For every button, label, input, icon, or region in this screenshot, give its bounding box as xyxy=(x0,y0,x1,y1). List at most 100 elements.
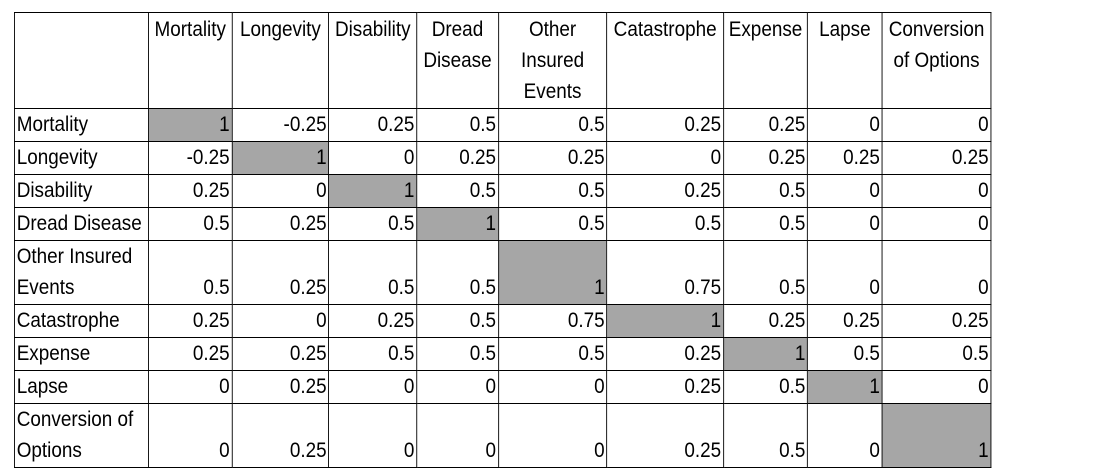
table-row: Expense 0.25 0.25 0.5 0.5 0.5 0.25 1 0.5… xyxy=(14,337,992,371)
table-cell: 0 xyxy=(807,403,883,468)
row-header: Mortality xyxy=(14,108,149,142)
table-cell: 0.25 xyxy=(416,141,499,175)
table-cell: 0 xyxy=(881,108,992,142)
table-cell: 0.25 xyxy=(807,141,883,175)
table-cell: 0.25 xyxy=(148,337,233,371)
table-cell: 0.25 xyxy=(722,304,809,338)
row-header: Expense xyxy=(14,337,149,371)
table-cell: 0.5 xyxy=(416,337,499,371)
table-row: Other Insured Events 0.5 0.25 0.5 0.5 1 … xyxy=(14,240,992,305)
table-cell: -0.25 xyxy=(148,141,233,175)
table-cell: 0.25 xyxy=(606,174,724,208)
column-header: Conversion of Options xyxy=(881,12,992,109)
table-cell: 0.5 xyxy=(148,207,233,241)
column-header: Mortality xyxy=(148,12,233,109)
table-cell: 0 xyxy=(807,174,883,208)
table-cell: 0.25 xyxy=(722,141,809,175)
table-cell: 1 xyxy=(881,403,992,468)
corner-cell xyxy=(14,12,149,109)
table-cell: 0.25 xyxy=(881,304,992,338)
row-header: Catastrophe xyxy=(14,304,149,338)
table-cell: 0.25 xyxy=(231,337,330,371)
row-header: Other Insured Events xyxy=(14,240,149,305)
table-cell: 0 xyxy=(328,370,418,404)
table-cell: 0 xyxy=(881,174,992,208)
table-cell: 0.5 xyxy=(328,240,418,305)
column-header: Longevity xyxy=(231,12,330,109)
table-cell: 0.75 xyxy=(497,304,608,338)
row-header: Lapse xyxy=(14,370,149,404)
table-cell: 0.5 xyxy=(497,207,608,241)
table-cell: 0 xyxy=(807,207,883,241)
table-cell: 0.5 xyxy=(328,207,418,241)
table-cell: 0 xyxy=(148,370,233,404)
column-header: Disability xyxy=(328,12,418,109)
table-cell: 1 xyxy=(722,337,809,371)
table-cell: 0.25 xyxy=(328,304,418,338)
table-cell: 0.25 xyxy=(148,174,233,208)
table-row: Disability 0.25 0 1 0.5 0.5 0.25 0.5 0 0 xyxy=(14,174,992,208)
table-cell: 0.5 xyxy=(807,337,883,371)
table-cell: 0.25 xyxy=(231,370,330,404)
table-cell: 0.5 xyxy=(497,108,608,142)
table-cell: 0.25 xyxy=(881,141,992,175)
table-cell: 0.25 xyxy=(497,141,608,175)
column-header: Dread Disease xyxy=(416,12,499,109)
table-cell: 0.5 xyxy=(722,207,809,241)
table-cell: 0 xyxy=(497,403,608,468)
table-cell: 0.5 xyxy=(881,337,992,371)
table-cell: 0.25 xyxy=(606,370,724,404)
row-header: Disability xyxy=(14,174,149,208)
table-cell: 0.5 xyxy=(148,240,233,305)
table-row: Longevity -0.25 1 0 0.25 0.25 0 0.25 0.2… xyxy=(14,141,992,175)
table-cell: 0 xyxy=(328,141,418,175)
row-header: Dread Disease xyxy=(14,207,149,241)
table-cell: 0.5 xyxy=(606,207,724,241)
table-cell: 0 xyxy=(328,403,418,468)
table-cell: 1 xyxy=(807,370,883,404)
column-header: Catastrophe xyxy=(606,12,724,109)
table-cell: 0.5 xyxy=(416,174,499,208)
table-cell: 0 xyxy=(231,174,330,208)
table-cell: 1 xyxy=(497,240,608,305)
table-cell: 0.25 xyxy=(231,240,330,305)
table-cell: 0.5 xyxy=(328,337,418,371)
table-cell: 0.75 xyxy=(606,240,724,305)
table-cell: 0.5 xyxy=(416,240,499,305)
table-cell: 0 xyxy=(807,108,883,142)
table-cell: 0 xyxy=(606,141,724,175)
table-cell: 0.5 xyxy=(722,403,809,468)
table-cell: 0.5 xyxy=(722,174,809,208)
table-cell: 0.5 xyxy=(497,174,608,208)
table-cell: 0.5 xyxy=(416,304,499,338)
table-cell: 0 xyxy=(807,240,883,305)
table-row: Catastrophe 0.25 0 0.25 0.5 0.75 1 0.25 … xyxy=(14,304,992,338)
table-cell: 1 xyxy=(606,304,724,338)
table-cell: 0.25 xyxy=(606,108,724,142)
table-cell: 0.5 xyxy=(722,240,809,305)
table-cell: 1 xyxy=(231,141,330,175)
table-cell: 1 xyxy=(416,207,499,241)
table-cell: 0.25 xyxy=(807,304,883,338)
table-cell: 0.25 xyxy=(231,207,330,241)
table-cell: 0.5 xyxy=(497,337,608,371)
table-row: Mortality 1 -0.25 0.25 0.5 0.5 0.25 0.25… xyxy=(14,108,992,142)
table-cell: 0 xyxy=(231,304,330,338)
column-header: Other Insured Events xyxy=(497,12,608,109)
table-cell: 0.25 xyxy=(606,337,724,371)
table-cell: 0 xyxy=(497,370,608,404)
table-cell: 0 xyxy=(881,207,992,241)
row-header: Conversion of Options xyxy=(14,403,149,468)
table-cell: 1 xyxy=(148,108,233,142)
table-cell: 0.5 xyxy=(416,108,499,142)
table-cell: 0 xyxy=(881,370,992,404)
table-cell: 1 xyxy=(328,174,418,208)
table-cell: -0.25 xyxy=(231,108,330,142)
column-header: Lapse xyxy=(807,12,883,109)
table-cell: 0.25 xyxy=(231,403,330,468)
table-cell: 0 xyxy=(148,403,233,468)
table-cell: 0.25 xyxy=(328,108,418,142)
table-cell: 0.5 xyxy=(722,370,809,404)
table-cell: 0.25 xyxy=(606,403,724,468)
header-row: Mortality Longevity Disability Dread Dis… xyxy=(14,12,992,109)
